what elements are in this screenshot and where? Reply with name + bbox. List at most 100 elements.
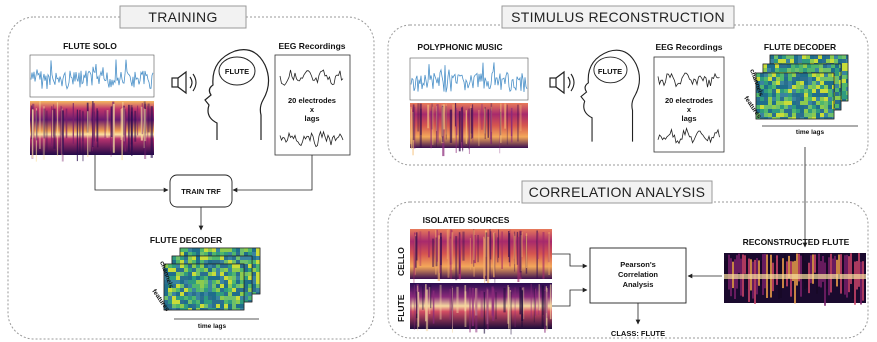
spectrogram-band xyxy=(494,233,496,283)
spectrogram-band xyxy=(420,108,422,135)
decoder-cell xyxy=(768,117,772,119)
decoder-cell xyxy=(786,55,790,59)
spectrogram-band xyxy=(446,230,449,260)
decoder-cell xyxy=(838,59,842,63)
spectrogram-band xyxy=(416,232,418,261)
decoder-cell xyxy=(200,268,204,272)
decoder-cell xyxy=(204,272,208,276)
decoder-cell xyxy=(168,308,172,310)
spectrogram-band xyxy=(509,290,511,330)
decoder-cell xyxy=(248,256,252,260)
decoder-cell xyxy=(788,97,792,101)
decoder-cell xyxy=(835,76,839,80)
spectrogram-band xyxy=(72,103,74,144)
spectrogram-band xyxy=(419,231,422,266)
spectrogram-band xyxy=(484,238,486,287)
decoder-cell xyxy=(771,68,775,72)
decoder-cell xyxy=(168,292,172,296)
decoder-cell xyxy=(824,85,828,89)
decoder-cell xyxy=(228,276,232,280)
reconstruction-band xyxy=(744,255,746,274)
decoder-cell xyxy=(814,59,818,63)
reconstruction-band xyxy=(796,253,798,286)
decoder-cell xyxy=(776,109,780,113)
decoder-cell xyxy=(176,260,180,264)
decoder-cell xyxy=(248,284,252,288)
flute-solo-label: FLUTE SOLO xyxy=(63,41,117,51)
decoder-cell xyxy=(824,89,828,93)
decoder-cell xyxy=(811,64,815,68)
spectrogram-band xyxy=(440,236,442,266)
spectrogram-band xyxy=(480,290,483,318)
decoder-cell xyxy=(835,64,839,68)
decoder-cell xyxy=(164,268,168,272)
decoder-cell xyxy=(216,260,220,264)
decoder-cell xyxy=(212,264,216,268)
spectrogram-band xyxy=(481,103,483,130)
decoder-cell xyxy=(767,68,771,72)
decoder-cell xyxy=(224,264,228,268)
decoder-cell xyxy=(244,272,248,276)
reconstruction-band xyxy=(830,253,832,293)
decoder-cell xyxy=(176,272,180,276)
decoder-cell xyxy=(756,109,760,113)
decoder-cell xyxy=(180,300,184,304)
decoder-cell xyxy=(808,93,812,97)
reconstruction-band xyxy=(838,254,840,275)
decoder-cell xyxy=(180,248,184,252)
decoder-cell xyxy=(180,264,184,268)
decoder-cell xyxy=(240,280,244,284)
decoder-cell xyxy=(188,288,192,292)
decoder-cell xyxy=(776,73,780,77)
decoder-cell xyxy=(176,296,180,300)
spectrogram-band xyxy=(452,288,454,327)
spectrogram-band xyxy=(87,111,89,158)
spectrogram-band xyxy=(490,231,492,260)
decoder-cell xyxy=(760,117,764,119)
decoder-cell xyxy=(216,300,220,304)
pearson-box xyxy=(589,247,687,304)
spectrogram-band xyxy=(445,103,447,135)
decoder-cell xyxy=(196,292,200,296)
decoder-cell xyxy=(184,284,188,288)
flute-solo-waveform xyxy=(30,59,154,90)
class-label: CLASS: FLUTE xyxy=(611,329,665,338)
decoder-cell xyxy=(208,288,212,292)
spectrogram-band xyxy=(493,232,495,278)
decoder-cell xyxy=(204,288,208,292)
decoder-cell xyxy=(788,117,792,119)
decoder-cell xyxy=(256,248,260,252)
decoder-cell xyxy=(252,268,256,272)
decoder-cell xyxy=(839,72,841,76)
decoder-cell xyxy=(832,97,834,101)
decoder-cell xyxy=(830,55,834,59)
decoder-cell xyxy=(842,95,846,99)
reconstruction-band xyxy=(810,255,812,284)
decoder-cell xyxy=(212,288,216,292)
decoder-cell xyxy=(756,117,760,119)
decoder-cell xyxy=(818,59,822,63)
decoder-cell xyxy=(768,77,772,81)
polyphonic-spectrogram-bands xyxy=(410,103,522,157)
decoder-cell xyxy=(828,105,832,109)
decoder-cell xyxy=(200,248,204,252)
decoder-cell xyxy=(208,276,212,280)
spectrogram-band xyxy=(36,110,38,141)
decoder-cell xyxy=(756,77,760,81)
decoder-cell xyxy=(775,64,779,68)
decoder-cell xyxy=(776,89,780,93)
decoder-cell xyxy=(808,109,812,113)
decoder-cell xyxy=(248,296,252,300)
decoder-cell xyxy=(780,105,784,109)
decoder-cell xyxy=(826,55,830,59)
spectrogram-band xyxy=(486,236,490,284)
decoder-cell xyxy=(780,97,784,101)
decoder-cell xyxy=(756,101,760,105)
decoder-cell xyxy=(779,64,783,68)
decoder-cell xyxy=(228,280,232,284)
decoder-cell xyxy=(784,109,788,113)
decoder-cell xyxy=(220,260,224,264)
decoder-cell xyxy=(784,77,788,81)
decoder-cell xyxy=(780,77,784,81)
isolated-flute-label: FLUTE xyxy=(396,294,406,322)
